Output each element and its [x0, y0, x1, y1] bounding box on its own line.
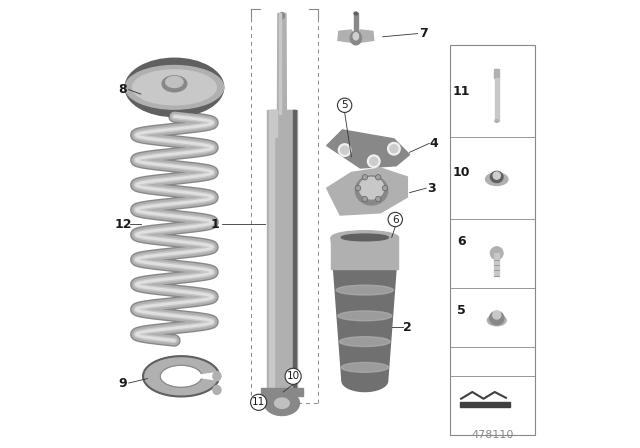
Text: 8: 8 — [118, 83, 127, 96]
Ellipse shape — [335, 259, 395, 269]
Ellipse shape — [162, 76, 187, 92]
Ellipse shape — [132, 70, 216, 105]
Ellipse shape — [354, 12, 358, 15]
Bar — [269, 110, 275, 394]
Polygon shape — [338, 30, 353, 43]
Ellipse shape — [493, 172, 500, 179]
Ellipse shape — [125, 58, 224, 116]
Text: 478110: 478110 — [471, 430, 514, 439]
Text: 5: 5 — [457, 303, 465, 317]
Bar — [495, 253, 499, 276]
Text: 1: 1 — [211, 217, 219, 231]
Text: 7: 7 — [419, 27, 428, 40]
Ellipse shape — [493, 311, 500, 319]
Ellipse shape — [495, 120, 499, 122]
Text: 12: 12 — [114, 217, 132, 231]
Polygon shape — [332, 237, 398, 392]
Circle shape — [376, 175, 381, 180]
Bar — [261, 388, 303, 396]
Text: 6: 6 — [392, 215, 399, 224]
Ellipse shape — [264, 391, 300, 416]
Text: 10: 10 — [287, 371, 300, 381]
Ellipse shape — [487, 315, 506, 326]
Ellipse shape — [280, 13, 284, 19]
Circle shape — [388, 212, 403, 227]
Bar — [494, 69, 499, 78]
Text: 11: 11 — [452, 85, 470, 99]
Bar — [270, 110, 294, 137]
Circle shape — [388, 142, 400, 155]
Bar — [292, 110, 296, 394]
Ellipse shape — [490, 311, 504, 325]
Text: 6: 6 — [457, 235, 465, 249]
Polygon shape — [358, 30, 374, 43]
Ellipse shape — [213, 372, 221, 381]
Text: 10: 10 — [452, 166, 470, 179]
Bar — [450, 45, 535, 435]
Circle shape — [362, 175, 367, 180]
Circle shape — [337, 98, 352, 112]
Polygon shape — [327, 130, 410, 168]
Ellipse shape — [355, 176, 388, 205]
Ellipse shape — [341, 234, 388, 241]
Ellipse shape — [275, 398, 289, 409]
Ellipse shape — [353, 33, 358, 40]
Ellipse shape — [341, 362, 388, 372]
Ellipse shape — [490, 172, 503, 183]
Ellipse shape — [338, 311, 392, 321]
Circle shape — [382, 185, 388, 191]
Circle shape — [355, 185, 361, 191]
Text: 9: 9 — [118, 376, 127, 390]
Circle shape — [339, 144, 351, 156]
Text: 11: 11 — [252, 397, 265, 407]
Circle shape — [362, 196, 367, 202]
Polygon shape — [327, 168, 407, 215]
Ellipse shape — [213, 385, 221, 394]
Ellipse shape — [332, 231, 398, 244]
Circle shape — [285, 368, 301, 384]
Text: 2: 2 — [403, 320, 412, 334]
Circle shape — [370, 157, 378, 165]
Ellipse shape — [339, 337, 390, 347]
Circle shape — [390, 145, 398, 153]
Ellipse shape — [359, 177, 384, 199]
Bar — [495, 78, 499, 121]
Polygon shape — [143, 356, 218, 396]
Ellipse shape — [486, 173, 508, 185]
Circle shape — [340, 146, 349, 154]
Circle shape — [376, 196, 381, 202]
Text: 3: 3 — [427, 181, 435, 195]
Bar — [332, 237, 399, 269]
Ellipse shape — [166, 77, 183, 87]
Ellipse shape — [336, 285, 394, 295]
Bar — [272, 110, 277, 137]
Ellipse shape — [350, 31, 362, 45]
Circle shape — [251, 394, 267, 410]
Bar — [279, 13, 281, 114]
Circle shape — [490, 247, 503, 259]
Circle shape — [367, 155, 380, 168]
Polygon shape — [278, 13, 286, 114]
Bar — [267, 110, 297, 394]
Bar — [354, 13, 358, 36]
Ellipse shape — [125, 65, 224, 109]
Bar — [460, 402, 511, 407]
Text: 5: 5 — [341, 100, 348, 110]
Text: 4: 4 — [430, 137, 438, 150]
